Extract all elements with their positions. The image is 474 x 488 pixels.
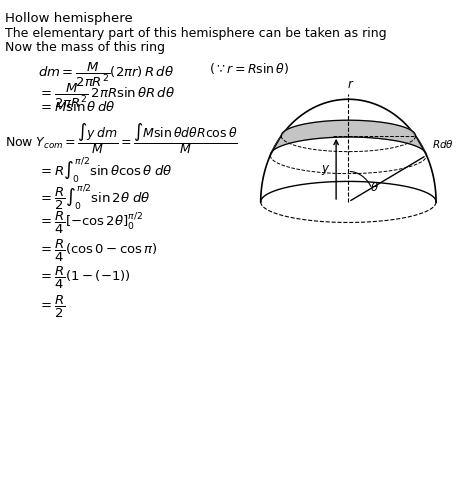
Text: $= M\sin\theta\,d\theta$: $= M\sin\theta\,d\theta$: [38, 100, 115, 114]
Text: $= \dfrac{R}{4}[-\cos 2\theta]_{0}^{\pi/2}$: $= \dfrac{R}{4}[-\cos 2\theta]_{0}^{\pi/…: [38, 210, 143, 236]
Text: $dm = \dfrac{M}{2\pi R^{2}}(2\pi r)\,R\,d\theta$: $dm = \dfrac{M}{2\pi R^{2}}(2\pi r)\,R\,…: [38, 61, 174, 89]
Text: $y$: $y$: [321, 163, 330, 177]
Text: $= \dfrac{R}{2}$: $= \dfrac{R}{2}$: [38, 293, 65, 319]
Polygon shape: [270, 121, 427, 156]
Text: $= \dfrac{R}{4}(1-(-1))$: $= \dfrac{R}{4}(1-(-1))$: [38, 264, 131, 290]
Text: $= \dfrac{M}{2\pi R^{2}}\,2\pi R\sin\theta R\,d\theta$: $= \dfrac{M}{2\pi R^{2}}\,2\pi R\sin\the…: [38, 82, 175, 110]
Text: $\mathrm{Now}\; Y_{com} = \dfrac{\int y\,dm}{M} = \dfrac{\int M\sin\theta d\thet: $\mathrm{Now}\; Y_{com} = \dfrac{\int y\…: [5, 121, 237, 156]
Text: $= \dfrac{R}{4}(\cos 0 - \cos\pi)$: $= \dfrac{R}{4}(\cos 0 - \cos\pi)$: [38, 237, 158, 263]
Text: The elementary part of this hemisphere can be taken as ring: The elementary part of this hemisphere c…: [5, 27, 386, 40]
Text: $(\because r = R\sin\theta)$: $(\because r = R\sin\theta)$: [209, 61, 289, 76]
Text: $r$: $r$: [347, 78, 355, 91]
Text: Now the mass of this ring: Now the mass of this ring: [5, 41, 165, 54]
Text: $= R\int_{0}^{\pi/2}\sin\theta\cos\theta\; d\theta$: $= R\int_{0}^{\pi/2}\sin\theta\cos\theta…: [38, 155, 173, 185]
Text: $\theta$: $\theta$: [370, 181, 379, 194]
Text: Hollow hemisphere: Hollow hemisphere: [5, 12, 133, 25]
Text: $= \dfrac{R}{2}\int_{0}^{\pi/2}\sin 2\theta\; d\theta$: $= \dfrac{R}{2}\int_{0}^{\pi/2}\sin 2\th…: [38, 183, 150, 213]
Text: $Rd\theta$: $Rd\theta$: [432, 138, 454, 150]
